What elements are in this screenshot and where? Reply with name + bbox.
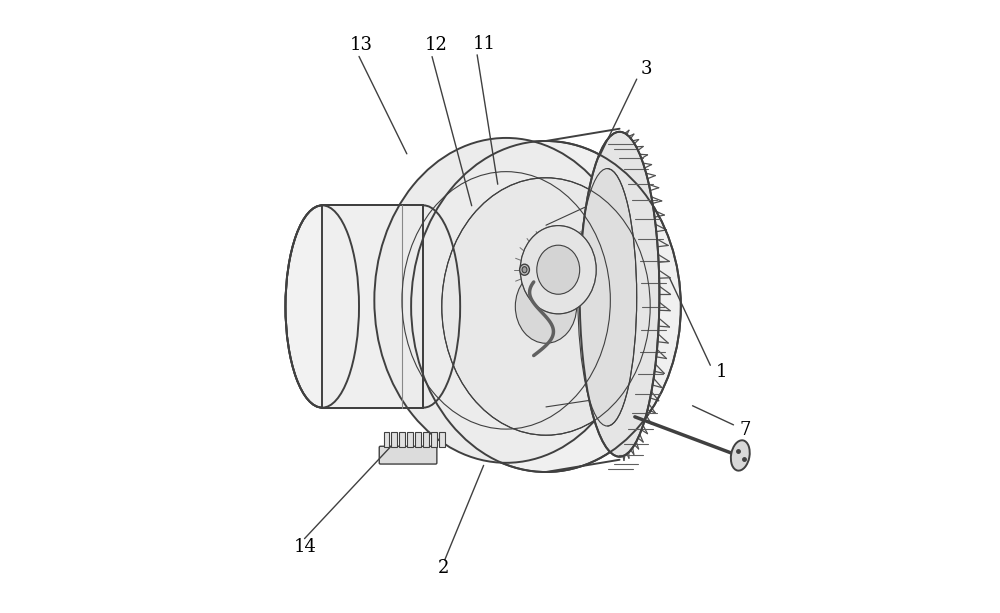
Bar (399, 432, 405, 447)
Ellipse shape (520, 226, 596, 314)
Ellipse shape (578, 169, 637, 426)
Text: 2: 2 (437, 559, 449, 577)
Ellipse shape (580, 132, 659, 457)
Bar (407, 432, 413, 447)
Bar (384, 432, 389, 447)
Ellipse shape (731, 440, 750, 471)
Ellipse shape (515, 270, 577, 343)
Ellipse shape (285, 205, 359, 408)
FancyBboxPatch shape (379, 446, 437, 464)
Bar (423, 432, 429, 447)
Ellipse shape (522, 267, 527, 273)
Ellipse shape (374, 138, 638, 463)
Text: 12: 12 (425, 36, 448, 55)
Text: 11: 11 (472, 35, 495, 53)
Text: 7: 7 (739, 421, 750, 440)
Ellipse shape (520, 264, 529, 275)
Bar (431, 432, 437, 447)
Bar (391, 432, 397, 447)
Ellipse shape (537, 245, 580, 294)
Ellipse shape (411, 141, 681, 472)
Polygon shape (322, 205, 423, 408)
Ellipse shape (442, 178, 650, 435)
Bar (439, 432, 445, 447)
Text: 3: 3 (641, 59, 652, 78)
Bar (415, 432, 421, 447)
Text: 14: 14 (293, 538, 316, 556)
Text: 13: 13 (350, 36, 373, 55)
Text: 1: 1 (716, 363, 727, 381)
